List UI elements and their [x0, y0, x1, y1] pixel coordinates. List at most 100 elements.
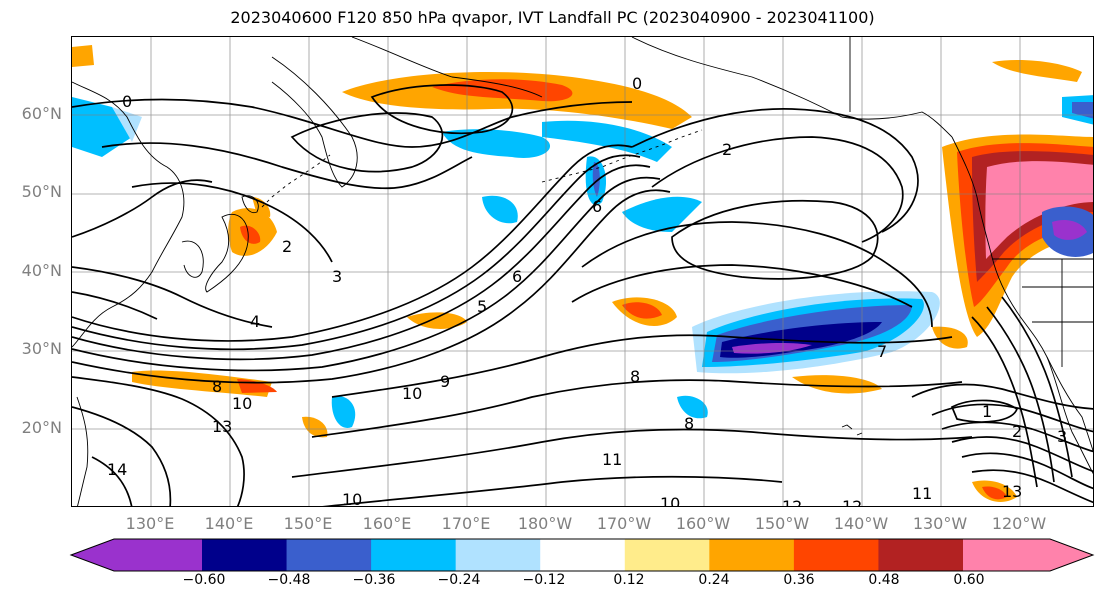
contour-label: 4 [250, 312, 260, 331]
shade-darkblue-northeast [1072, 102, 1093, 119]
contour-ridge-2 [651, 136, 904, 243]
contour-north-0 [72, 98, 633, 148]
lon-label-120w: 120°W [991, 514, 1047, 533]
contour-coast-1 [971, 316, 1038, 488]
contour-b [72, 154, 641, 351]
contour-north-1 [101, 142, 473, 190]
contour-label: 1 [982, 402, 992, 421]
contour-label: 6 [592, 197, 602, 216]
colorbar-segment [286, 539, 372, 571]
coast-westna [951, 136, 1093, 453]
colorbar-tick: −0.48 [267, 572, 311, 588]
contour-loop-kamchatka [290, 112, 444, 173]
contour-label: 10 [342, 490, 362, 507]
contour-label: 13 [1002, 482, 1022, 501]
contour-ridge-4 [571, 264, 913, 308]
contour-label: 10 [402, 384, 422, 403]
colorbar-tick: 0.60 [953, 572, 985, 588]
contour-east-2 [931, 403, 1093, 433]
contour-label: 3 [332, 267, 342, 286]
colorbar-tick: −0.60 [182, 572, 226, 588]
coast-philippines [76, 396, 89, 506]
lon-label-140e: 140°E [204, 514, 254, 533]
contour-east-6 [971, 469, 1093, 504]
contour-west-1 [72, 266, 273, 328]
colorbar-segment [963, 539, 1093, 571]
contour-label: 14 [107, 460, 127, 479]
contour-east-1 [911, 383, 1093, 410]
contour-east-loop [950, 399, 1019, 423]
contour-west-2 [72, 179, 213, 238]
map-canvas: 0 0 2 2 3 4 5 6 6 7 8 8 8 9 10 10 10 10 … [72, 37, 1093, 507]
lon-label-160w: 160°W [675, 514, 731, 533]
shade-blue-front2 [622, 196, 702, 232]
contour-label: 12 [842, 497, 862, 507]
colorbar-tick: −0.12 [522, 572, 566, 588]
lat-label-30n: 30°N [21, 339, 62, 358]
contour-sub-3 [291, 428, 973, 478]
lat-label-20n: 20°N [21, 418, 62, 437]
coast-hawaii [841, 424, 863, 436]
shade-blue-tropctr [677, 395, 708, 419]
coast-korea [181, 240, 204, 278]
contour-a [72, 144, 633, 342]
contour-east-4 [951, 436, 1093, 473]
contour-label: 2 [722, 140, 732, 159]
shade-lightblue-nwcorner [112, 107, 142, 142]
shade-darkblue-front [592, 162, 600, 197]
shading-layer [72, 45, 1093, 502]
contour-label: 7 [877, 342, 887, 361]
coast-baja [1046, 356, 1093, 475]
contour-sub-2 [311, 379, 963, 438]
shade-blue-nwcorner [72, 97, 132, 157]
shade-orange-northeast [992, 60, 1082, 82]
colorbar-segment [878, 539, 964, 571]
contour-loop-bering [370, 84, 514, 135]
colorbar-tick: 0.36 [783, 572, 815, 588]
contour-label: 0 [122, 92, 132, 111]
contour-label: 12 [782, 497, 802, 507]
colorbar-segment [793, 539, 879, 571]
contour-layer [72, 84, 1093, 506]
contour-label: 2 [282, 237, 292, 256]
colorbar-segment [371, 539, 457, 571]
contour-tropw-2 [72, 406, 172, 506]
shade-red-baja [982, 486, 1007, 500]
lat-label-50n: 50°N [21, 182, 62, 201]
lat-label-60n: 60°N [21, 104, 62, 123]
contour-west-3 [72, 291, 158, 320]
shade-pink-coast [985, 161, 1093, 259]
contour-east-5 [961, 452, 1093, 490]
contour-label: 13 [212, 417, 232, 436]
shade-red-subtropctr [622, 302, 662, 319]
lat-label-40n: 40°N [21, 261, 62, 280]
colorbar-segment [709, 539, 795, 571]
lon-label-130w: 130°W [912, 514, 968, 533]
contour-label: 5 [477, 297, 487, 316]
colorbar-tick: 0.48 [868, 572, 900, 588]
coast-siberia [351, 37, 543, 98]
contour-coast-2 [986, 306, 1055, 483]
contour-ridge-loop [671, 199, 879, 280]
lon-label-160e: 160°E [362, 514, 412, 533]
colorbar-tick: 0.12 [613, 572, 645, 588]
contour-ridge-1 [631, 108, 919, 233]
contour-label: 10 [660, 494, 680, 507]
contour-label: 0 [632, 74, 642, 93]
contour-sub-4 [322, 475, 783, 506]
coast-aleutians [541, 129, 703, 183]
colorbar-tick: −0.36 [352, 572, 396, 588]
colorbar-segment [455, 539, 541, 571]
shade-orange-southwest [302, 416, 328, 438]
contour-d [72, 176, 661, 372]
coast-kamchatka [271, 56, 358, 188]
lon-label-150e: 150°E [283, 514, 333, 533]
lon-label-170w: 170°W [596, 514, 652, 533]
lon-label-150w: 150°W [754, 514, 810, 533]
shade-orange-tropeast [792, 375, 882, 394]
contour-tropw-1 [72, 376, 245, 506]
contour-label: 8 [212, 377, 222, 396]
colorbar-segment [71, 539, 202, 571]
contour-e [72, 189, 671, 384]
